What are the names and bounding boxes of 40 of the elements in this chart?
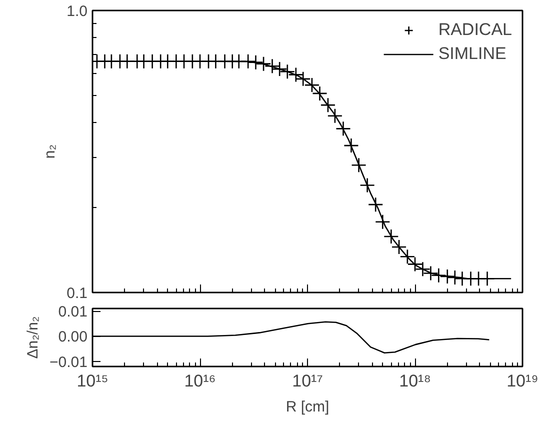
x-tick-label: 10¹⁹ xyxy=(506,372,538,390)
point xyxy=(272,61,288,77)
point xyxy=(391,239,407,255)
legend-label: SIMLINE xyxy=(438,44,506,64)
point xyxy=(400,249,416,264)
point xyxy=(415,262,430,277)
x-tick-label: 10¹⁵ xyxy=(76,372,108,390)
point xyxy=(327,108,343,124)
point xyxy=(256,56,272,72)
point xyxy=(360,178,375,193)
point xyxy=(320,97,336,113)
point xyxy=(431,268,446,284)
point xyxy=(336,121,351,136)
point xyxy=(374,214,390,230)
point xyxy=(280,64,296,80)
point xyxy=(288,67,304,82)
y-axis-title: Δn₂/n₂ xyxy=(24,316,42,359)
point xyxy=(264,58,280,74)
point xyxy=(423,266,438,281)
y-tick-label: −0.01 xyxy=(50,354,88,371)
y-axis-title: n₂ xyxy=(42,144,59,159)
point xyxy=(407,256,423,272)
x-tick-label: 10¹⁸ xyxy=(399,372,431,390)
y-tick-label: 1.0 xyxy=(66,3,88,20)
x-tick-label: 10¹⁷ xyxy=(292,372,323,390)
point xyxy=(304,77,320,93)
y-tick-label: 0.01 xyxy=(58,304,88,321)
point xyxy=(295,71,311,87)
legend-label: RADICAL xyxy=(438,20,512,40)
point xyxy=(312,86,328,102)
y-tick-label: 0.00 xyxy=(58,328,88,346)
point xyxy=(248,54,264,70)
point xyxy=(368,196,384,212)
point xyxy=(384,228,399,244)
point xyxy=(351,157,366,173)
y-tick-label: 0.1 xyxy=(66,285,88,302)
point xyxy=(240,54,256,70)
x-tick-label: 10¹⁶ xyxy=(184,372,216,390)
x-axis-title: R [cm] xyxy=(286,398,330,416)
point xyxy=(344,138,359,154)
